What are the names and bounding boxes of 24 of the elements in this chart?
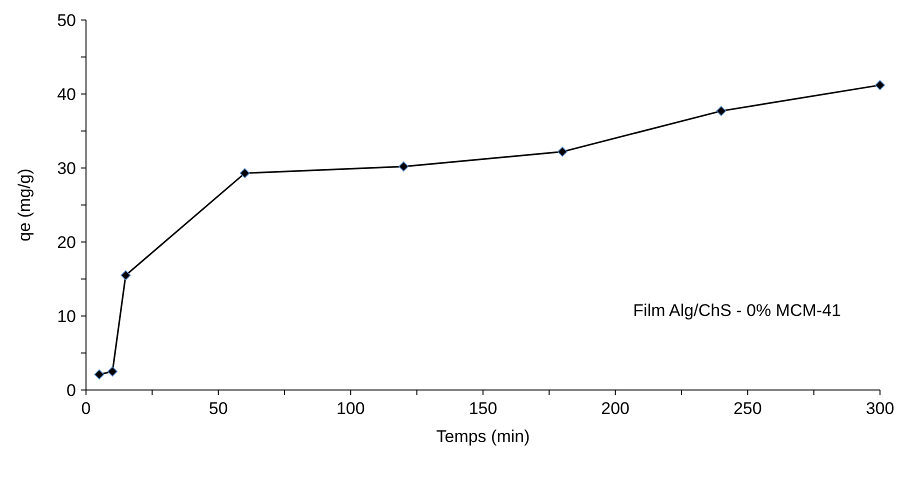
point bbox=[716, 106, 726, 116]
y-tick-label: 50 bbox=[57, 10, 76, 30]
x-axis-title: Temps (min) bbox=[436, 427, 530, 446]
y-tick-label: 40 bbox=[57, 84, 76, 104]
x-tick-label: 250 bbox=[733, 399, 762, 418]
x-tick-label: 100 bbox=[336, 399, 365, 418]
x-tick-label: 300 bbox=[866, 399, 894, 418]
annotation: Film Alg/ChS - 0% MCM-41 bbox=[633, 301, 841, 320]
x-tick-label: 150 bbox=[468, 399, 498, 418]
point bbox=[398, 161, 409, 172]
y-tick-label: 30 bbox=[57, 158, 76, 178]
x-tick-label: 200 bbox=[601, 399, 630, 418]
point bbox=[94, 369, 104, 380]
point bbox=[240, 168, 250, 178]
x-tick-label: 50 bbox=[208, 399, 228, 418]
y-tick-label: 20 bbox=[57, 232, 76, 252]
point bbox=[874, 80, 886, 90]
point bbox=[557, 146, 568, 157]
y-tick-label: 0 bbox=[66, 380, 76, 400]
point bbox=[107, 366, 118, 377]
x-tick-label: 0 bbox=[81, 399, 91, 418]
y-tick-label: 10 bbox=[57, 306, 76, 326]
y-axis-title: qe (mg/g) bbox=[15, 168, 34, 242]
point bbox=[120, 270, 131, 280]
